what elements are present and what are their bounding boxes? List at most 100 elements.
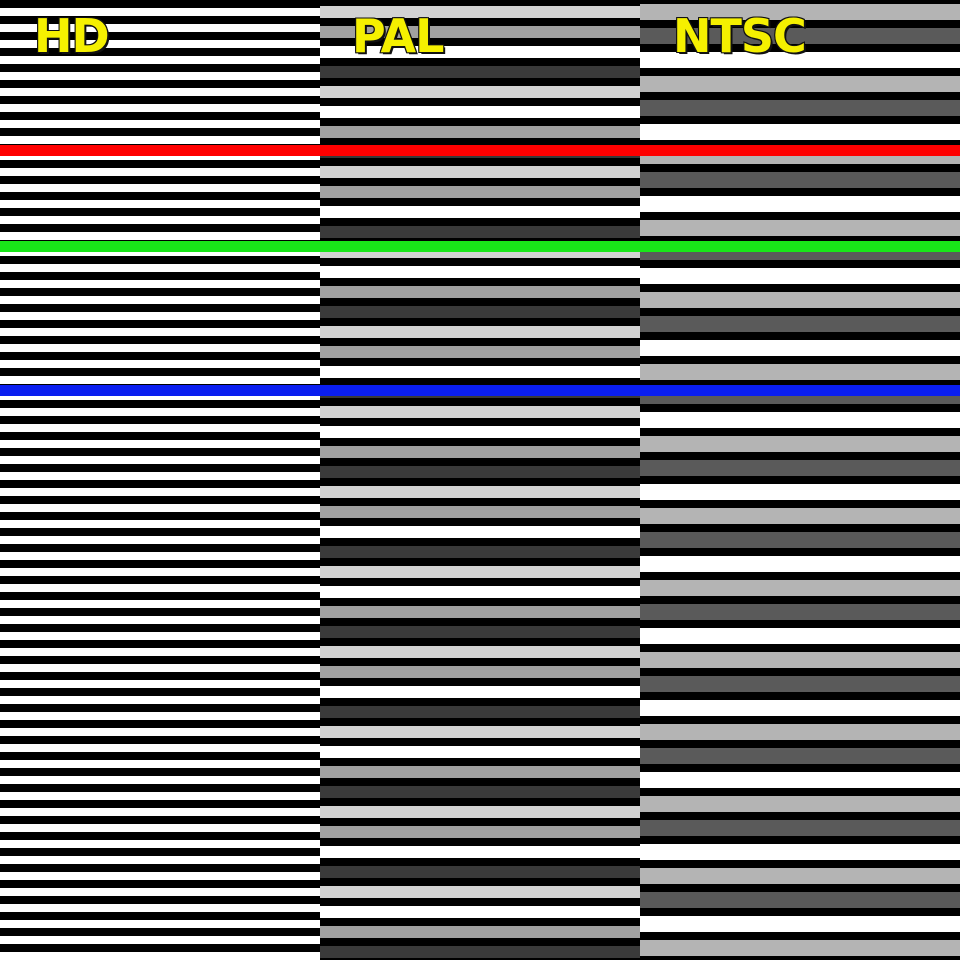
hd-white-line	[0, 424, 320, 432]
ntsc-band	[640, 220, 960, 236]
hd-white-line	[0, 680, 320, 688]
pal-line	[320, 906, 640, 918]
hd-white-line	[0, 888, 320, 896]
pal-line	[320, 606, 640, 618]
green-scan-line	[0, 241, 960, 252]
ntsc-band	[640, 4, 960, 20]
ntsc-band	[640, 772, 960, 788]
hd-white-line	[0, 216, 320, 224]
hd-white-line	[0, 280, 320, 288]
pal-line	[320, 86, 640, 98]
hd-white-line	[0, 856, 320, 864]
hd-white-line	[0, 936, 320, 944]
pal-line	[320, 526, 640, 538]
ntsc-band	[640, 652, 960, 668]
ntsc-band	[640, 868, 960, 884]
pal-line	[320, 646, 640, 658]
ntsc-band	[640, 316, 960, 332]
pal-line	[320, 946, 640, 958]
ntsc-band	[640, 940, 960, 956]
pal-line	[320, 6, 640, 18]
ntsc-band	[640, 676, 960, 692]
hd-white-line	[0, 728, 320, 736]
pal-line	[320, 746, 640, 758]
ntsc-band	[640, 556, 960, 572]
ntsc-band	[640, 28, 960, 44]
pal-line	[320, 786, 640, 798]
pal-line	[320, 866, 640, 878]
pal-line	[320, 286, 640, 298]
pal-line	[320, 26, 640, 38]
pal-line	[320, 206, 640, 218]
hd-white-line	[0, 184, 320, 192]
pal-line	[320, 186, 640, 198]
hd-white-line	[0, 952, 320, 960]
hd-white-line	[0, 104, 320, 112]
hd-white-line	[0, 696, 320, 704]
pal-line	[320, 686, 640, 698]
pal-line	[320, 846, 640, 858]
hd-white-line	[0, 776, 320, 784]
pal-line	[320, 446, 640, 458]
pal-line	[320, 766, 640, 778]
hd-white-line	[0, 360, 320, 368]
ntsc-band	[640, 724, 960, 740]
ntsc-band	[640, 604, 960, 620]
hd-white-line	[0, 648, 320, 656]
hd-white-line	[0, 248, 320, 256]
pal-line	[320, 226, 640, 238]
pal-line	[320, 666, 640, 678]
hd-white-line	[0, 456, 320, 464]
hd-white-line	[0, 840, 320, 848]
pal-line	[320, 586, 640, 598]
ntsc-band	[640, 76, 960, 92]
ntsc-band	[640, 892, 960, 908]
hd-white-line	[0, 632, 320, 640]
hd-panel	[0, 0, 320, 960]
hd-white-line	[0, 904, 320, 912]
ntsc-band	[640, 508, 960, 524]
pal-label: PAL	[351, 8, 445, 64]
pal-line	[320, 346, 640, 358]
pal-line	[320, 466, 640, 478]
hd-white-line	[0, 312, 320, 320]
pal-line	[320, 166, 640, 178]
ntsc-band	[640, 460, 960, 476]
ntsc-band	[640, 196, 960, 212]
pal-line	[320, 326, 640, 338]
ntsc-band	[640, 748, 960, 764]
hd-white-line	[0, 504, 320, 512]
ntsc-band	[640, 364, 960, 380]
ntsc-band	[640, 820, 960, 836]
hd-white-line	[0, 824, 320, 832]
hd-white-line	[0, 392, 320, 400]
pal-line	[320, 486, 640, 498]
hd-white-line	[0, 744, 320, 752]
ntsc-panel	[640, 0, 960, 960]
hd-white-line	[0, 520, 320, 528]
pal-line	[320, 726, 640, 738]
pal-line	[320, 266, 640, 278]
ntsc-band	[640, 700, 960, 716]
pal-line	[320, 506, 640, 518]
hd-white-line	[0, 472, 320, 480]
pal-line	[320, 926, 640, 938]
hd-white-line	[0, 440, 320, 448]
hd-white-line	[0, 8, 320, 16]
hd-white-line	[0, 40, 320, 48]
hd-white-line	[0, 200, 320, 208]
hd-white-line	[0, 376, 320, 384]
hd-white-line	[0, 488, 320, 496]
ntsc-band	[640, 532, 960, 548]
hd-white-line	[0, 136, 320, 144]
ntsc-band	[640, 52, 960, 68]
ntsc-band	[640, 412, 960, 428]
pal-line	[320, 406, 640, 418]
hd-white-line	[0, 152, 320, 160]
ntsc-band	[640, 292, 960, 308]
pal-line	[320, 46, 640, 58]
red-scan-line	[0, 145, 960, 156]
ntsc-band	[640, 796, 960, 812]
hd-white-line	[0, 600, 320, 608]
